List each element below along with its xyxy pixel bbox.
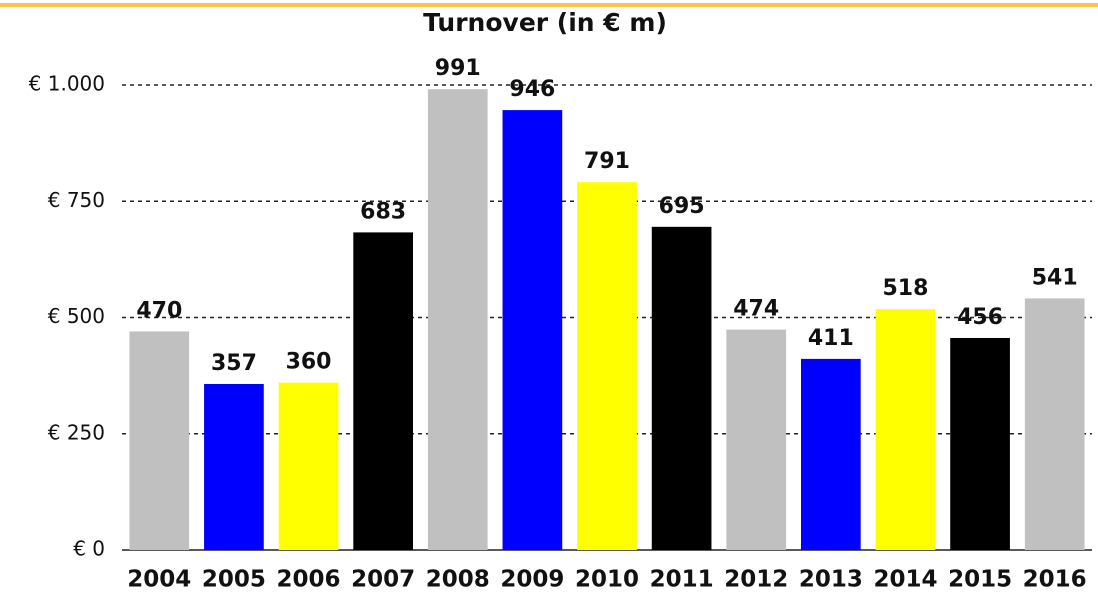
bar xyxy=(204,383,264,550)
x-tick-label: 2011 xyxy=(650,567,714,593)
data-label: 991 xyxy=(435,56,481,81)
data-label: 541 xyxy=(1032,265,1078,290)
data-label: 411 xyxy=(808,326,854,351)
data-label: 474 xyxy=(733,297,779,322)
x-tick-label: 2010 xyxy=(575,567,639,593)
bar xyxy=(726,329,787,550)
x-tick-label: 2012 xyxy=(724,567,788,593)
x-tick-label: 2014 xyxy=(873,567,937,593)
bar xyxy=(278,382,339,550)
bar xyxy=(1024,298,1085,550)
bar xyxy=(651,226,712,550)
x-tick-label: 2005 xyxy=(202,567,266,593)
data-label: 456 xyxy=(957,305,1003,330)
data-label: 683 xyxy=(360,199,406,224)
x-tick-label: 2015 xyxy=(948,567,1012,593)
data-label: 518 xyxy=(882,276,928,301)
y-tick-label: € 250 xyxy=(48,420,105,444)
x-tick-label: 2013 xyxy=(799,567,863,593)
y-tick-label: € 0 xyxy=(73,537,105,561)
data-label: 470 xyxy=(136,298,182,323)
bar xyxy=(875,309,936,550)
y-tick-label: € 750 xyxy=(48,188,105,212)
bar xyxy=(129,331,190,550)
data-label: 695 xyxy=(659,194,705,219)
data-label: 357 xyxy=(211,351,257,376)
bar xyxy=(427,89,488,550)
x-tick-label: 2009 xyxy=(500,567,564,593)
x-tick-label: 2016 xyxy=(1023,567,1087,593)
x-tick-label: 2007 xyxy=(351,567,415,593)
y-tick-label: € 1.000 xyxy=(29,72,105,96)
bar xyxy=(801,358,861,550)
bar xyxy=(502,110,563,551)
bar xyxy=(353,232,413,550)
bar xyxy=(950,337,1010,550)
bar xyxy=(577,182,637,550)
x-tick-label: 2008 xyxy=(426,567,490,593)
data-label: 946 xyxy=(509,77,555,102)
top-border xyxy=(0,3,1098,7)
x-tick-label: 2006 xyxy=(277,567,341,593)
data-label: 360 xyxy=(286,350,332,375)
y-tick-label: € 500 xyxy=(48,304,105,328)
x-tick-label: 2004 xyxy=(127,567,191,593)
chart-title: Turnover (in € m) xyxy=(423,8,667,37)
data-label: 791 xyxy=(584,149,630,174)
